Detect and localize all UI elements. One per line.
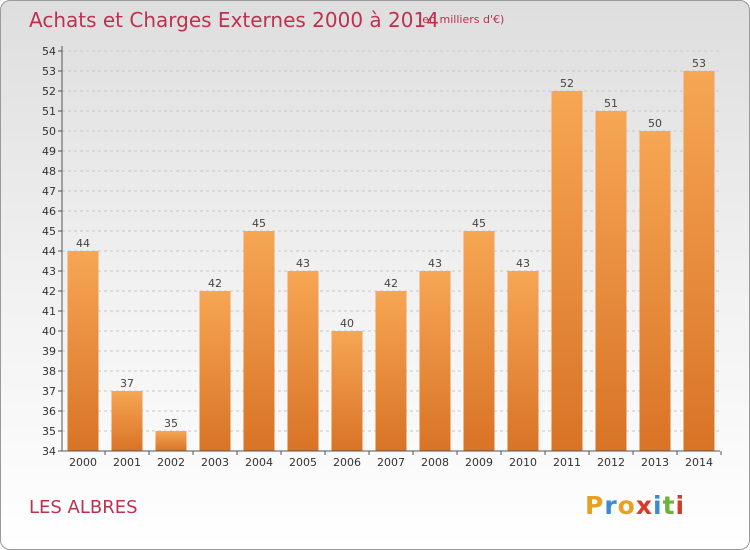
x-tick-label: 2005 <box>289 456 317 469</box>
y-tick-label: 52 <box>42 85 56 98</box>
logo-letter: i <box>653 491 663 520</box>
y-tick-label: 48 <box>42 165 56 178</box>
x-tick-label: 2014 <box>685 456 713 469</box>
x-tick-label: 2001 <box>113 456 141 469</box>
data-labels: 44 37 35 42 45 43 40 42 43 45 43 52 51 50 53 <box>76 57 706 430</box>
axes <box>61 46 720 452</box>
logo-letter: P <box>585 491 605 520</box>
data-label-2009: 45 <box>472 217 486 230</box>
y-tick-label: 47 <box>42 185 56 198</box>
y-tick-label: 53 <box>42 65 56 78</box>
data-label-2014: 53 <box>692 57 706 70</box>
x-tick-label: 2000 <box>69 456 97 469</box>
bar-2000 <box>67 251 99 451</box>
bar-2004 <box>243 231 275 451</box>
data-label-2011: 52 <box>560 77 574 90</box>
data-label-2000: 44 <box>76 237 90 250</box>
logo-letter: i <box>675 491 686 520</box>
bars <box>67 71 715 451</box>
bar-2005 <box>287 271 319 451</box>
bar-2007 <box>375 291 407 451</box>
chart-title: Achats et Charges Externes 2000 à 2014 <box>29 8 439 32</box>
data-label-2013: 50 <box>648 117 662 130</box>
y-tick-label: 51 <box>42 105 56 118</box>
data-label-2006: 40 <box>340 317 354 330</box>
y-tick-label: 43 <box>42 265 56 278</box>
data-label-2004: 45 <box>252 217 266 230</box>
y-tick-label: 36 <box>42 405 56 418</box>
logo-letter: t <box>662 491 676 520</box>
y-tick-label: 39 <box>42 345 56 358</box>
y-axis-ticks: 34 35 36 37 38 39 40 41 42 43 44 45 46 47 48 49 50 51 52 53… <box>42 45 62 458</box>
x-tick-label: 2002 <box>157 456 185 469</box>
y-tick-label: 38 <box>42 365 56 378</box>
data-label-2010: 43 <box>516 257 530 270</box>
y-tick-label: 46 <box>42 205 56 218</box>
bar-2011 <box>551 91 583 451</box>
x-tick-label: 2008 <box>421 456 449 469</box>
bar-2012 <box>595 111 627 451</box>
y-tick-label: 40 <box>42 325 56 338</box>
bar-2009 <box>463 231 495 451</box>
y-tick-label: 45 <box>42 225 56 238</box>
bar-2008 <box>419 271 451 451</box>
x-tick-label: 2012 <box>597 456 625 469</box>
x-tick-label: 2007 <box>377 456 405 469</box>
x-tick-label: 2010 <box>509 456 537 469</box>
y-tick-label: 37 <box>42 385 56 398</box>
x-tick-label: 2004 <box>245 456 273 469</box>
x-tick-label: 2003 <box>201 456 229 469</box>
x-tick-label: 2009 <box>465 456 493 469</box>
data-label-2012: 51 <box>604 97 618 110</box>
data-label-2008: 43 <box>428 257 442 270</box>
bar-2002 <box>155 431 187 451</box>
y-tick-label: 35 <box>42 425 56 438</box>
commune-name: LES ALBRES <box>29 497 138 518</box>
x-axis-ticks: 2000 2001 2002 2003 2004 2005 2006 2007 2008 2009… <box>69 451 722 469</box>
bar-2001 <box>111 391 143 451</box>
bar-2006 <box>331 331 363 451</box>
y-tick-label: 42 <box>42 285 56 298</box>
y-tick-label: 41 <box>42 305 56 318</box>
x-tick-label: 2006 <box>333 456 361 469</box>
data-label-2003: 42 <box>208 277 222 290</box>
bar-2013 <box>639 131 671 451</box>
bar-2010 <box>507 271 539 451</box>
bar-2014 <box>683 71 715 451</box>
y-tick-label: 49 <box>42 145 56 158</box>
proxiti-logo: Proxiti <box>585 491 685 520</box>
data-label-2005: 43 <box>296 257 310 270</box>
chart-subtitle: (en milliers d'€) <box>418 13 505 26</box>
y-tick-label: 54 <box>42 45 56 58</box>
data-label-2007: 42 <box>384 277 398 290</box>
logo-letter: x <box>635 491 653 520</box>
logo-letter: r <box>604 491 618 520</box>
data-label-2001: 37 <box>120 377 134 390</box>
logo-letter: o <box>617 491 636 520</box>
x-tick-label: 2011 <box>553 456 581 469</box>
x-tick-label: 2013 <box>641 456 669 469</box>
y-tick-label: 44 <box>42 245 56 258</box>
bar-2003 <box>199 291 231 451</box>
data-label-2002: 35 <box>164 417 178 430</box>
y-tick-label: 50 <box>42 125 56 138</box>
y-tick-label: 34 <box>42 445 56 458</box>
